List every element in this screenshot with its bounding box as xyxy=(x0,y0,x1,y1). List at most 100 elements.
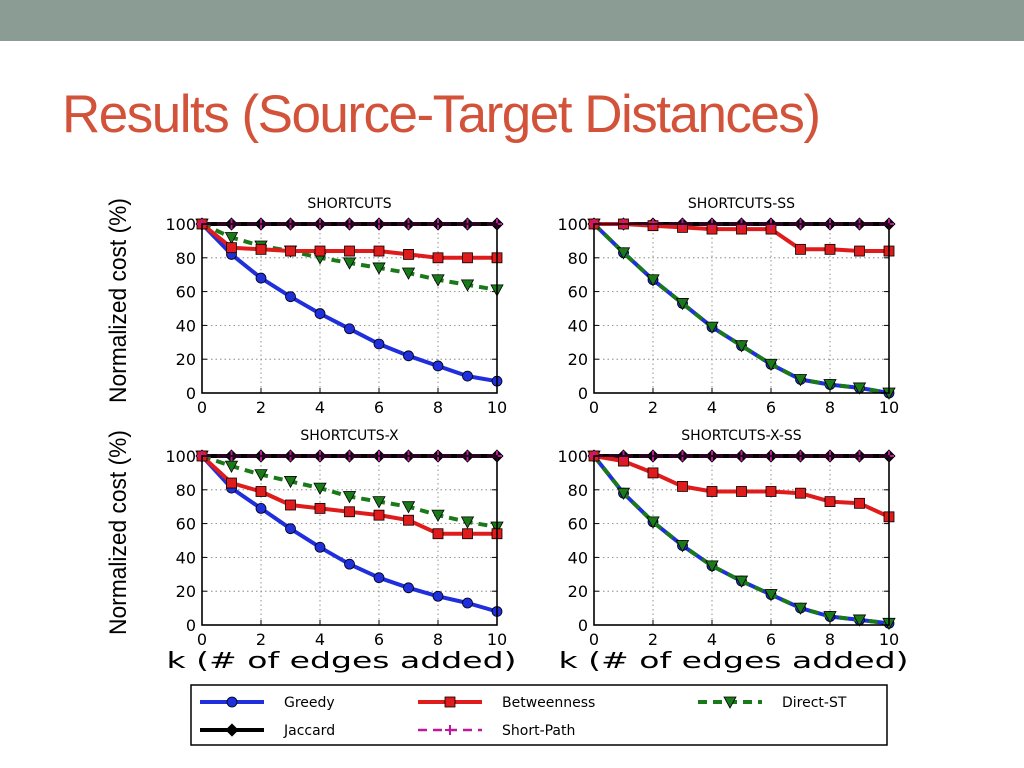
data-point xyxy=(646,274,660,287)
data-point xyxy=(854,497,865,509)
data-point xyxy=(705,560,719,573)
x-tick-label: 8 xyxy=(825,398,835,417)
y-tick-label: 40 xyxy=(176,548,196,567)
data-point xyxy=(432,360,444,372)
data-point xyxy=(373,245,385,257)
data-point xyxy=(285,523,296,535)
y-tick-label: 20 xyxy=(568,582,588,601)
y-tick-label: 60 xyxy=(176,515,196,534)
x-tick-label: 2 xyxy=(648,398,658,417)
x-tick-label: 2 xyxy=(256,630,266,649)
plot-frame xyxy=(201,455,498,626)
y-tick-label: 100 xyxy=(557,215,588,234)
y-tick-label: 60 xyxy=(176,283,196,302)
y-tick-label: 60 xyxy=(568,515,588,534)
data-point xyxy=(675,540,690,553)
data-point xyxy=(403,249,414,260)
chart-title: SHORTCUTS-X-SS xyxy=(681,428,802,444)
data-point xyxy=(344,506,355,518)
data-point xyxy=(462,597,473,609)
data-point xyxy=(823,379,837,392)
plot-frame xyxy=(593,223,890,394)
data-point xyxy=(734,575,749,588)
y-tick-label: 0 xyxy=(578,384,588,403)
data-point xyxy=(432,590,444,602)
legend-entry-direct-st: Direct-ST xyxy=(698,695,847,711)
data-point xyxy=(764,358,778,372)
data-point xyxy=(431,509,445,522)
chart-legend: Greedy Betweenness Direct-ST Jaccard Short-P… xyxy=(190,684,888,746)
data-point xyxy=(793,602,808,615)
data-point xyxy=(646,516,660,529)
x-tick-label: 0 xyxy=(589,398,599,417)
y-tick-label: 80 xyxy=(568,249,588,268)
series-direct-st xyxy=(587,218,896,400)
legend-label: Greedy xyxy=(284,695,335,711)
chart-panel-1: SHORTCUTS 0 20 40 60 80 100 0 2 4 6 8 10 Normalized c… xyxy=(105,196,507,417)
x-tick-label: 6 xyxy=(766,398,776,417)
data-point xyxy=(432,528,444,540)
chart-title: SHORTCUTS-SS xyxy=(688,196,795,212)
data-point xyxy=(705,321,719,334)
data-point xyxy=(793,374,808,387)
x-axis-label: k (# of edges added) xyxy=(559,649,909,674)
data-point xyxy=(432,252,444,264)
data-point xyxy=(462,528,473,540)
y-tick-label: 0 xyxy=(186,616,196,635)
data-point xyxy=(677,481,688,492)
series-line xyxy=(592,454,890,626)
data-point xyxy=(344,323,355,335)
data-point xyxy=(795,243,806,255)
chart-panel-2: SHORTCUTS-SS 0 20 40 60 80 100 0 2 4 6 8 10 xyxy=(557,196,899,417)
x-tick-label: 10 xyxy=(879,398,899,417)
x-tick-label: 10 xyxy=(879,630,899,649)
data-point xyxy=(823,611,837,624)
legend-marker xyxy=(445,725,455,735)
data-point xyxy=(373,509,385,521)
data-point xyxy=(736,486,747,497)
data-point xyxy=(647,467,659,479)
data-point xyxy=(226,242,237,254)
data-point xyxy=(254,469,268,482)
y-axis-label: Normalized cost (%) xyxy=(105,430,132,635)
data-point xyxy=(373,338,385,350)
chart-title: SHORTCUTS xyxy=(307,196,391,212)
y-tick-label: 80 xyxy=(176,481,196,500)
plot-frame xyxy=(201,223,498,394)
legend-label: Short-Path xyxy=(502,723,575,739)
y-tick-label: 40 xyxy=(568,316,588,335)
data-point xyxy=(764,589,778,602)
y-tick-label: 100 xyxy=(165,447,196,466)
data-point xyxy=(852,614,867,627)
legend-marker xyxy=(225,723,239,737)
x-tick-label: 4 xyxy=(707,398,717,417)
data-point xyxy=(255,243,267,255)
x-tick-label: 4 xyxy=(315,630,325,649)
y-tick-label: 60 xyxy=(568,283,588,302)
legend-entry-betweenness: Betweenness xyxy=(418,695,595,711)
x-tick-label: 8 xyxy=(433,630,443,649)
data-point xyxy=(314,502,326,514)
data-point xyxy=(255,486,267,497)
data-point xyxy=(372,262,386,275)
series-direct-st xyxy=(195,450,504,534)
series-line xyxy=(592,222,890,395)
data-point xyxy=(344,558,355,570)
data-point xyxy=(616,247,631,260)
y-tick-label: 20 xyxy=(176,582,196,601)
data-point xyxy=(255,502,267,514)
legend-marker xyxy=(444,696,456,708)
y-tick-label: 0 xyxy=(578,616,588,635)
x-tick-label: 6 xyxy=(766,630,776,649)
data-point xyxy=(314,541,326,553)
data-point xyxy=(824,243,836,255)
x-tick-label: 0 xyxy=(197,630,207,649)
data-point xyxy=(431,274,445,287)
x-tick-label: 2 xyxy=(648,630,658,649)
series-greedy xyxy=(588,450,895,629)
data-point xyxy=(795,487,806,499)
series-direct-st xyxy=(587,450,896,631)
x-tick-label: 10 xyxy=(487,398,507,417)
series-greedy xyxy=(196,218,503,387)
